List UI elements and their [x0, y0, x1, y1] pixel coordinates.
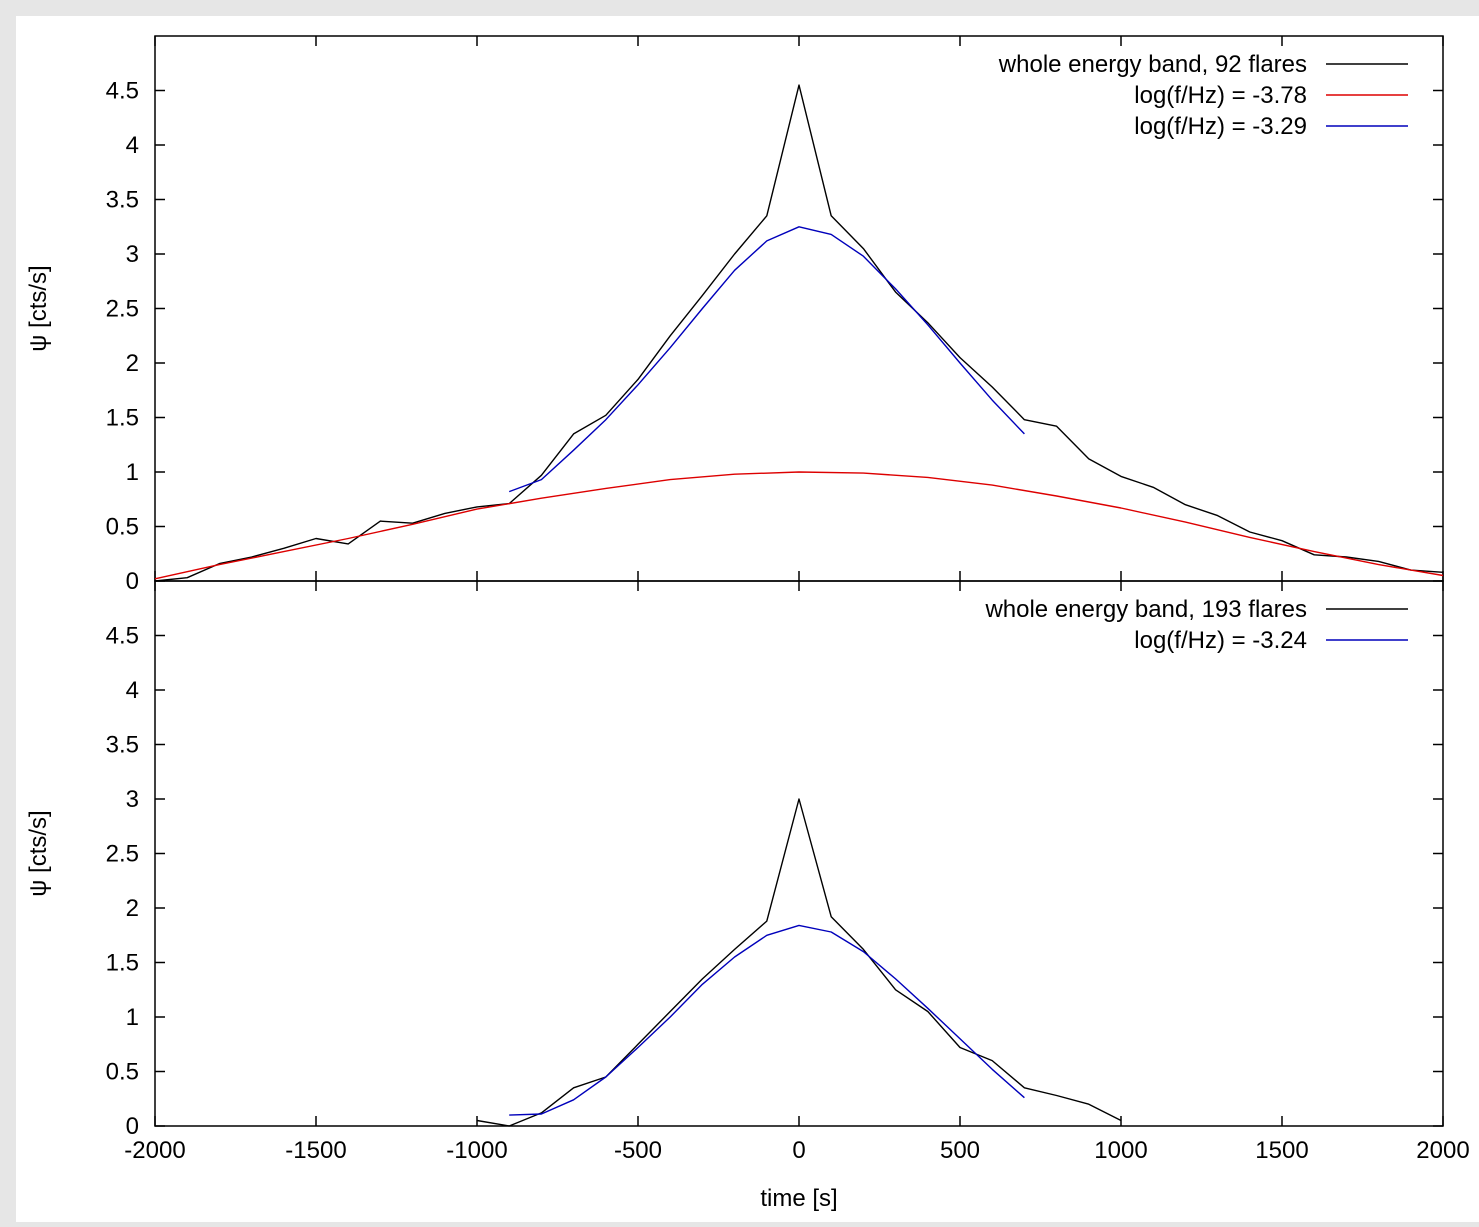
x-tick-label: 500	[940, 1137, 980, 1164]
x-tick-label: 1500	[1255, 1137, 1308, 1164]
y-tick-label: 0	[126, 568, 139, 595]
legend-label: log(f/Hz) = -3.29	[1134, 113, 1307, 140]
series-line-1-2	[154, 471, 1444, 580]
plot-frame-2	[154, 580, 1444, 1127]
series-line-2-2	[509, 924, 1025, 1116]
y-tick-label: 3	[126, 241, 139, 268]
y-tick-label: 1.5	[106, 950, 139, 977]
x-tick-label: -1500	[285, 1137, 346, 1164]
x-tick-label: 2000	[1416, 1137, 1469, 1164]
y-tick-label: 1	[126, 1004, 139, 1031]
x-tick-label: 1000	[1094, 1137, 1147, 1164]
series-line-1-3	[508, 226, 1025, 493]
series-line-1-1	[154, 84, 1444, 582]
y-tick-label: 3.5	[106, 732, 139, 759]
figure: 0 0.5 1 1.5 2 2.5 3 3.5 4 4.5 ψ [cts/s] whole energ…	[16, 16, 1479, 1222]
y-tick-label: 4	[126, 132, 139, 159]
y-tick-label: 0.5	[106, 1059, 139, 1086]
x-axis-label: time [s]	[760, 1185, 837, 1212]
y-tick-label: 3.5	[106, 187, 139, 214]
y-tick-label: 4	[126, 677, 139, 704]
y-tick-label: 2	[126, 350, 139, 377]
y-tick-label: 4.5	[106, 78, 139, 105]
y-axis-label: ψ [cts/s]	[25, 265, 52, 351]
y-tick-label: 2	[126, 895, 139, 922]
x-tick-label: -1000	[446, 1137, 507, 1164]
y-axis-label: ψ [cts/s]	[25, 810, 52, 896]
chart-svg: 0 0.5 1 1.5 2 2.5 3 3.5 4 4.5 ψ [cts/s] whole energ…	[25, 35, 1470, 1212]
y-tick-label: 3	[126, 786, 139, 813]
y-tick-label: 0	[126, 1113, 139, 1140]
x-tick-label: -500	[614, 1137, 662, 1164]
legend-label: whole energy band, 193 flares	[984, 596, 1307, 623]
legend-label: log(f/Hz) = -3.78	[1134, 82, 1307, 109]
y-tick-label: 2.5	[106, 296, 139, 323]
y-tick-label: 4.5	[106, 623, 139, 650]
y-tick-label: 0.5	[106, 514, 139, 541]
legend-label: log(f/Hz) = -3.24	[1134, 627, 1307, 654]
y-tick-label: 1	[126, 459, 139, 486]
y-tick-label: 2.5	[106, 841, 139, 868]
x-tick-label: -2000	[124, 1137, 185, 1164]
y-tick-label: 1.5	[106, 405, 139, 432]
legend-label: whole energy band, 92 flares	[998, 51, 1307, 78]
series-line-2-1	[476, 798, 1122, 1127]
x-tick-label: 0	[792, 1137, 805, 1164]
